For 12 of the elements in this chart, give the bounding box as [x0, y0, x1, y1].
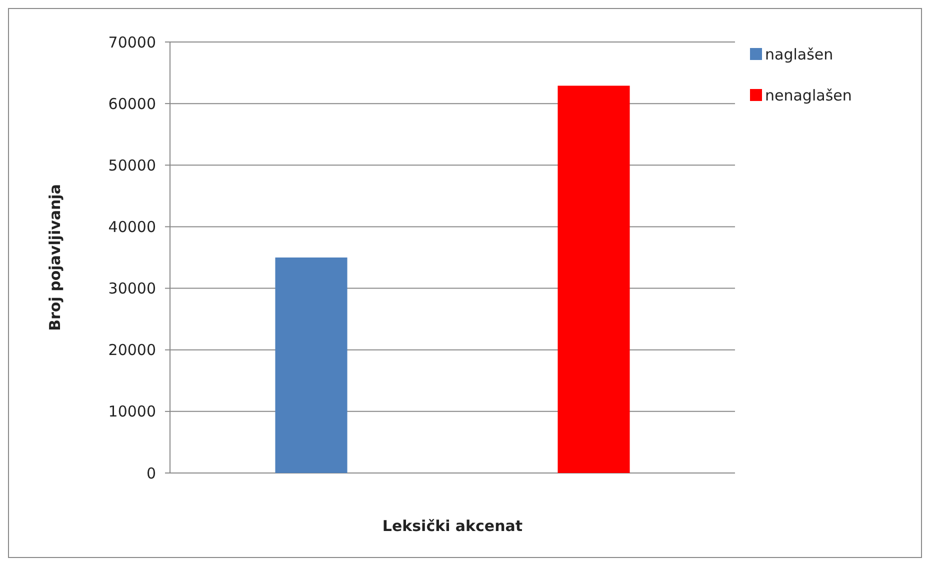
y-axis-title: Broj pojavljivanja [46, 184, 64, 331]
legend-label: naglašen [765, 45, 834, 64]
y-tick-label: 10000 [108, 402, 156, 421]
y-tick-label: 70000 [108, 33, 156, 52]
y-tick-label: 40000 [108, 218, 156, 236]
y-tick-label: 20000 [108, 341, 156, 360]
y-tick-label: 0 [146, 464, 156, 482]
y-tick-label: 30000 [108, 280, 156, 298]
x-axis-title: Leksički akcenat [382, 517, 523, 535]
y-tick-label: 50000 [108, 156, 156, 174]
legend-label: nenaglašen [765, 86, 852, 104]
y-tick-label: 60000 [108, 94, 156, 113]
